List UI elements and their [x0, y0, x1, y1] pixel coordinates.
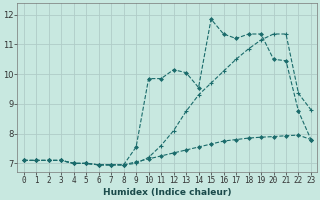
X-axis label: Humidex (Indice chaleur): Humidex (Indice chaleur) — [103, 188, 232, 197]
